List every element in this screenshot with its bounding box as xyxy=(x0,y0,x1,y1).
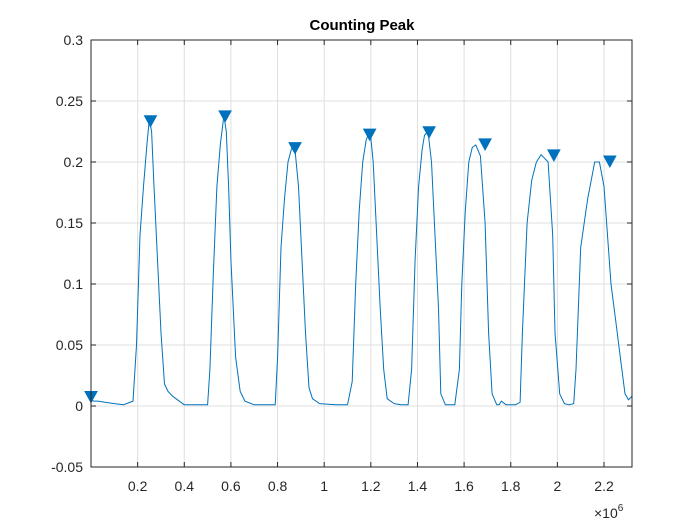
peak-marker xyxy=(362,128,377,142)
peak-marker xyxy=(422,126,436,139)
x-tick-label: 0.4 xyxy=(175,478,195,494)
y-tick-label: 0.3 xyxy=(64,32,84,48)
peak-marker xyxy=(603,155,617,169)
x-tick-label: 0.6 xyxy=(221,478,241,494)
chart-title: Counting Peak xyxy=(309,17,415,34)
y-tick-label: 0.25 xyxy=(56,93,83,109)
peak-marker xyxy=(143,115,158,128)
x-tick-label: 2.2 xyxy=(594,478,614,494)
x-axis-exponent: ×106 xyxy=(594,503,624,521)
x-tick-label: 1.6 xyxy=(454,478,474,494)
series-layer xyxy=(90,115,633,406)
x-tick-label: 2 xyxy=(553,478,561,494)
x-axis-ticks: 0.2 0.4 0.6 0.8 1 1.2 1.4 1.6 1.8 2 2.2 xyxy=(128,40,614,494)
peak-marker xyxy=(547,149,561,162)
axes-background xyxy=(91,40,632,467)
peak-marker xyxy=(478,138,492,151)
y-tick-label: 0.15 xyxy=(56,215,83,231)
y-tick-label: 0 xyxy=(75,398,83,414)
x-tick-label: 0.2 xyxy=(128,478,148,494)
signal-line xyxy=(90,115,633,406)
x-tick-label: 0.8 xyxy=(268,478,288,494)
x-axis-exponent-base: ×10 xyxy=(594,505,618,521)
x-axis-exponent-power: 6 xyxy=(618,503,624,514)
x-tick-label: 1.8 xyxy=(501,478,521,494)
y-tick-label: 0.2 xyxy=(64,154,84,170)
x-tick-label: 1 xyxy=(320,478,328,494)
axes-box xyxy=(90,39,633,468)
x-tick-label: 1.4 xyxy=(408,478,428,494)
peak-marker xyxy=(288,142,302,155)
y-tick-label: 0.1 xyxy=(64,276,84,292)
peak-marker xyxy=(218,110,232,123)
y-tick-label: 0.05 xyxy=(56,337,83,353)
y-tick-label: -0.05 xyxy=(51,459,83,475)
y-axis-ticks: -0.05 0 0.05 0.1 0.15 0.2 0.25 0.3 xyxy=(51,32,632,475)
x-tick-label: 1.2 xyxy=(361,478,381,494)
